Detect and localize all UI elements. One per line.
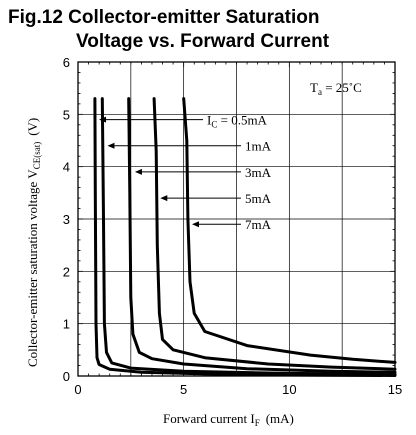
x-tick-label: 15	[388, 382, 402, 397]
annotation-ta: Ta = 25˚C	[310, 80, 362, 97]
y-tick-label: 0	[63, 369, 70, 384]
x-tick-label: 5	[180, 382, 187, 397]
curves	[93, 97, 397, 377]
leader-arrow-5	[192, 221, 200, 228]
y-tick-label: 4	[63, 160, 70, 175]
curve-label-5: 7mA	[245, 217, 272, 232]
curve-1	[93, 97, 397, 377]
chart-title-line1: Fig.12 Collector-emitter Saturation	[8, 7, 320, 28]
y-tick-labels: 0 1 2 3 4 5 6	[63, 55, 70, 384]
leader-arrow-2	[107, 142, 115, 149]
curve-label-4: 5mA	[245, 191, 272, 206]
curve-2	[100, 97, 397, 376]
chart-title-line2: Voltage vs. Forward Current	[76, 31, 330, 52]
x-tick-label: 10	[282, 382, 296, 397]
x-tick-labels: 0 5 10 15	[74, 382, 402, 397]
x-axis-label: Forward current IF (mA)	[163, 411, 294, 428]
leader-arrow-1	[99, 116, 107, 123]
curve-label-2: 1mA	[245, 139, 272, 154]
x-tick-label: 0	[74, 382, 81, 397]
curve-label-3: 3mA	[245, 165, 272, 180]
curve-5	[182, 97, 397, 364]
leader-arrow-4	[160, 195, 168, 202]
curve-4	[152, 97, 397, 371]
y-tick-label: 6	[63, 55, 70, 70]
label-leaders	[99, 116, 241, 228]
y-tick-label: 3	[63, 212, 70, 227]
y-axis-label: Collector-emitter saturation voltage VCE…	[25, 118, 42, 367]
curve-label-1: IC = 0.5mA	[207, 113, 268, 130]
y-tick-label: 2	[63, 264, 70, 279]
leader-arrow-3	[134, 168, 142, 175]
curve-labels: IC = 0.5mA 1mA 3mA 5mA 7mA	[207, 113, 272, 233]
curve-3	[127, 97, 397, 374]
grid	[78, 62, 395, 376]
ticks	[77, 61, 396, 377]
y-tick-label: 1	[63, 317, 70, 332]
y-tick-label: 5	[63, 107, 70, 122]
